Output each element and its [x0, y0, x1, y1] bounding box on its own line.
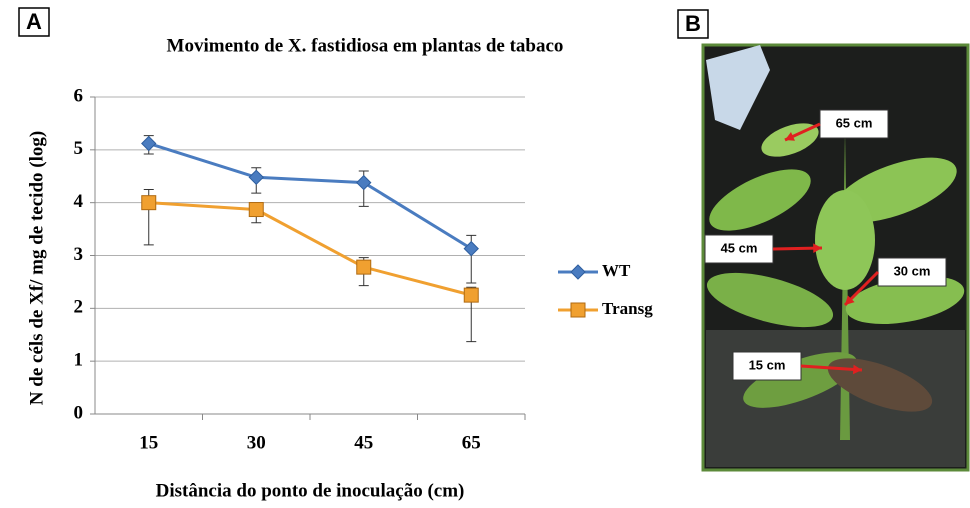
annotation-label: 30 cm — [894, 263, 931, 278]
annotation-label: 65 cm — [836, 115, 873, 130]
x-tick-label: 30 — [247, 432, 266, 453]
panel-label: A — [26, 9, 42, 34]
x-tick-label: 65 — [462, 432, 481, 453]
y-tick-label: 2 — [74, 297, 84, 318]
y-tick-label: 1 — [74, 350, 84, 371]
series-line — [149, 143, 472, 248]
chart-title: Movimento de X. fastidiosa em plantas de… — [167, 35, 564, 56]
panel-label: B — [685, 11, 701, 36]
y-tick-label: 6 — [74, 85, 84, 106]
y-tick-label: 0 — [74, 402, 84, 423]
annotation-label: 45 cm — [721, 240, 758, 255]
marker — [464, 242, 478, 256]
x-tick-label: 45 — [354, 432, 373, 453]
marker — [249, 203, 263, 217]
y-tick-label: 3 — [74, 244, 84, 265]
y-tick-label: 4 — [74, 191, 84, 212]
marker — [249, 170, 263, 184]
series-line — [149, 203, 472, 295]
marker — [142, 196, 156, 210]
y-tick-label: 5 — [74, 138, 84, 159]
annotation-label: 15 cm — [749, 357, 786, 372]
y-axis-label: N de céls de Xf/ mg de tecido (log) — [26, 131, 47, 405]
marker — [142, 136, 156, 150]
x-axis-label: Distância do ponto de inoculação (cm) — [156, 480, 465, 501]
marker — [357, 260, 371, 274]
marker — [357, 176, 371, 190]
figure: A Movimento de X. fastidiosa em plantas … — [0, 0, 970, 508]
x-tick-label: 15 — [139, 432, 158, 453]
legend-marker — [571, 265, 585, 279]
legend-label: WT — [602, 261, 631, 280]
legend-label: Transg — [602, 299, 653, 318]
legend-marker — [571, 303, 585, 317]
marker — [464, 288, 478, 302]
